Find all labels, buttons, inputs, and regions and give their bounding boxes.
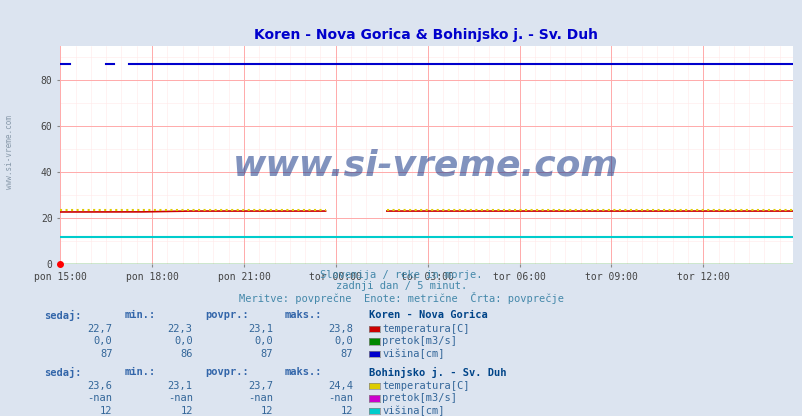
Text: 23,7: 23,7 (248, 381, 273, 391)
Text: www.si-vreme.com: www.si-vreme.com (233, 149, 618, 183)
Text: 0,0: 0,0 (334, 336, 353, 346)
Text: maks.:: maks.: (285, 367, 322, 377)
Text: 22,3: 22,3 (168, 324, 192, 334)
Text: 86: 86 (180, 349, 192, 359)
Text: Koren - Nova Gorica: Koren - Nova Gorica (369, 310, 488, 320)
Text: min.:: min.: (124, 310, 156, 320)
Text: temperatura[C]: temperatura[C] (382, 324, 469, 334)
Text: -nan: -nan (87, 393, 112, 403)
Text: 87: 87 (260, 349, 273, 359)
Text: zadnji dan / 5 minut.: zadnji dan / 5 minut. (335, 281, 467, 291)
Text: 12: 12 (260, 406, 273, 416)
Text: Meritve: povprečne  Enote: metrične  Črta: povprečje: Meritve: povprečne Enote: metrične Črta:… (239, 292, 563, 304)
Text: višina[cm]: višina[cm] (382, 349, 444, 359)
Text: višina[cm]: višina[cm] (382, 406, 444, 416)
Text: min.:: min.: (124, 367, 156, 377)
Text: povpr.:: povpr.: (205, 367, 248, 377)
Text: pretok[m3/s]: pretok[m3/s] (382, 336, 456, 346)
Text: 12: 12 (340, 406, 353, 416)
Text: 24,4: 24,4 (328, 381, 353, 391)
Text: sedaj:: sedaj: (44, 367, 82, 378)
Text: temperatura[C]: temperatura[C] (382, 381, 469, 391)
Text: povpr.:: povpr.: (205, 310, 248, 320)
Text: -nan: -nan (328, 393, 353, 403)
Text: 23,1: 23,1 (168, 381, 192, 391)
Text: 0,0: 0,0 (94, 336, 112, 346)
Text: 23,6: 23,6 (87, 381, 112, 391)
Text: Bohinjsko j. - Sv. Duh: Bohinjsko j. - Sv. Duh (369, 367, 506, 378)
Text: 23,8: 23,8 (328, 324, 353, 334)
Text: 87: 87 (340, 349, 353, 359)
Text: -nan: -nan (168, 393, 192, 403)
Text: Slovenija / reke in morje.: Slovenija / reke in morje. (320, 270, 482, 280)
Text: -nan: -nan (248, 393, 273, 403)
Text: 0,0: 0,0 (174, 336, 192, 346)
Text: 12: 12 (99, 406, 112, 416)
Text: 0,0: 0,0 (254, 336, 273, 346)
Text: maks.:: maks.: (285, 310, 322, 320)
Text: 12: 12 (180, 406, 192, 416)
Text: sedaj:: sedaj: (44, 310, 82, 321)
Text: 22,7: 22,7 (87, 324, 112, 334)
Text: www.si-vreme.com: www.si-vreme.com (5, 115, 14, 189)
Title: Koren - Nova Gorica & Bohinjsko j. - Sv. Duh: Koren - Nova Gorica & Bohinjsko j. - Sv.… (254, 28, 597, 42)
Text: 87: 87 (99, 349, 112, 359)
Text: 23,1: 23,1 (248, 324, 273, 334)
Text: pretok[m3/s]: pretok[m3/s] (382, 393, 456, 403)
